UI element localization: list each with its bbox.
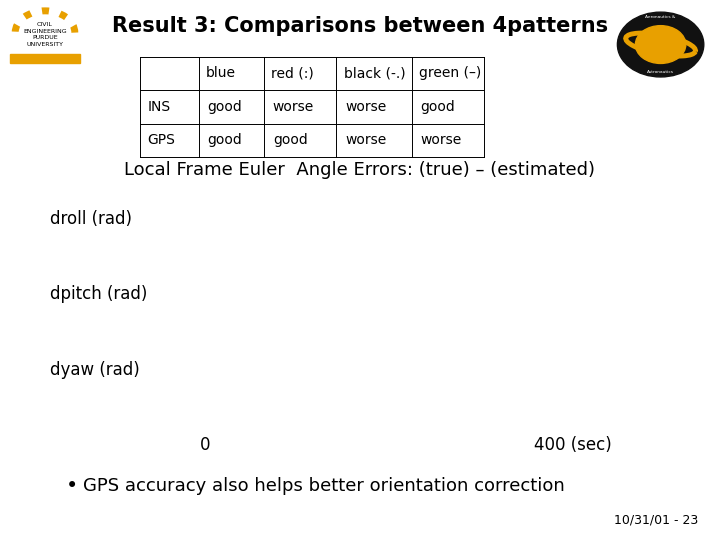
Text: •: • <box>66 476 78 496</box>
Text: droll (rad): droll (rad) <box>50 210 132 228</box>
Text: worse: worse <box>420 133 462 147</box>
Text: Astronautics: Astronautics <box>647 70 674 73</box>
Text: red (:): red (:) <box>271 66 314 80</box>
Text: good: good <box>207 133 242 147</box>
Text: GPS: GPS <box>148 133 176 147</box>
Text: dyaw (rad): dyaw (rad) <box>50 361 140 379</box>
Text: Aeronautics &: Aeronautics & <box>645 15 676 19</box>
Text: 400 (sec): 400 (sec) <box>534 436 611 455</box>
Text: black (-.): black (-.) <box>344 66 405 80</box>
Text: worse: worse <box>346 100 387 114</box>
Text: Result 3: Comparisons between 4patterns: Result 3: Comparisons between 4patterns <box>112 16 608 36</box>
Circle shape <box>635 25 686 63</box>
Text: blue: blue <box>206 66 236 80</box>
Text: CIVIL
ENGINEERING
PURDUE
UNIVERSITY: CIVIL ENGINEERING PURDUE UNIVERSITY <box>23 22 67 47</box>
Text: 10/31/01 - 23: 10/31/01 - 23 <box>614 514 698 526</box>
Text: good: good <box>420 100 455 114</box>
Circle shape <box>618 12 704 77</box>
Text: 0: 0 <box>200 436 210 455</box>
Text: good: good <box>273 133 307 147</box>
Text: GPS accuracy also helps better orientation correction: GPS accuracy also helps better orientati… <box>83 477 564 495</box>
Text: dpitch (rad): dpitch (rad) <box>50 285 148 303</box>
Text: worse: worse <box>273 100 314 114</box>
Text: Local Frame Euler  Angle Errors: (true) – (estimated): Local Frame Euler Angle Errors: (true) –… <box>125 161 595 179</box>
Text: worse: worse <box>346 133 387 147</box>
Text: green (–): green (–) <box>419 66 481 80</box>
Text: INS: INS <box>148 100 171 114</box>
Bar <box>10 54 80 64</box>
Text: good: good <box>207 100 242 114</box>
